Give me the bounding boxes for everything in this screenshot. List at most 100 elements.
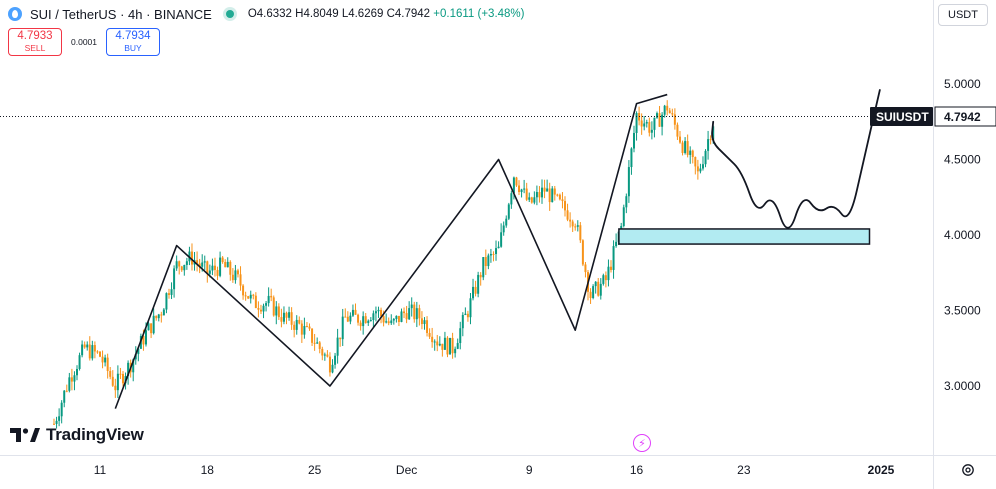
- candle-body: [612, 246, 615, 270]
- candle-body: [336, 337, 339, 356]
- candle-body: [206, 261, 209, 274]
- candle-body: [380, 309, 383, 317]
- candle-body: [630, 148, 633, 168]
- symbol-title[interactable]: SUI / TetherUS · 4h · BINANCE: [30, 6, 212, 22]
- candle-body: [477, 274, 480, 294]
- candle-body: [436, 341, 439, 346]
- candle-body: [357, 314, 360, 323]
- candle-body: [502, 225, 505, 233]
- candle-body: [653, 117, 656, 130]
- candle-body: [426, 320, 429, 334]
- candle-body: [689, 150, 692, 155]
- candle-body: [326, 354, 329, 357]
- candle-body: [252, 294, 255, 296]
- buy-button[interactable]: 4.7934 BUY: [106, 28, 160, 56]
- candle-body: [341, 316, 344, 340]
- candle-body: [538, 192, 541, 198]
- candle-body: [308, 326, 311, 329]
- currency-selector[interactable]: USDT: [938, 4, 988, 26]
- candle-body: [497, 246, 500, 249]
- candle-body: [119, 373, 122, 375]
- candle-body: [359, 322, 362, 327]
- tradingview-logo[interactable]: TradingView: [10, 425, 144, 445]
- candle-body: [459, 328, 462, 344]
- candle-body: [127, 362, 130, 377]
- gear-icon[interactable]: [961, 463, 975, 477]
- candle-body: [382, 316, 385, 323]
- candle-body: [543, 187, 546, 192]
- candle-body: [551, 188, 554, 203]
- candle-body: [415, 308, 418, 320]
- candle-body: [321, 348, 324, 356]
- candle-body: [413, 304, 416, 320]
- time-tick-label: 11: [94, 463, 107, 477]
- price-tick-label: 4.5000: [944, 153, 981, 167]
- candle-body: [686, 141, 689, 155]
- candle-body: [530, 197, 533, 203]
- candle-body: [528, 197, 531, 200]
- price-change: +0.1611 (+3.48%): [433, 8, 525, 20]
- candle-body: [408, 308, 411, 320]
- candle-body: [441, 343, 444, 350]
- lightning-icon[interactable]: ⚡: [633, 434, 651, 452]
- candle-body: [566, 210, 569, 220]
- support-zone: [618, 228, 871, 245]
- candle-body: [556, 194, 559, 196]
- candle-body: [607, 266, 610, 281]
- candle-body: [88, 344, 91, 359]
- candle-body: [180, 266, 183, 271]
- candle-body: [229, 261, 232, 275]
- candle-body: [443, 337, 446, 350]
- candle-body: [387, 321, 390, 324]
- candle-body: [58, 416, 61, 421]
- candle-body: [663, 105, 666, 115]
- candle-body: [362, 316, 365, 327]
- ohlc-values: O4.6332 H4.8049 L4.6269 C4.7942 +0.1611 …: [248, 8, 525, 20]
- projection-path: [711, 89, 881, 229]
- candle-body: [298, 319, 301, 324]
- candle-body: [173, 268, 176, 290]
- buy-label: BUY: [124, 43, 142, 53]
- time-tick-label: 16: [630, 463, 644, 477]
- candle-body: [346, 316, 349, 322]
- chart-header: SUI / TetherUS · 4h · BINANCE O4.6332 H4…: [8, 5, 524, 23]
- candle-body: [512, 177, 515, 194]
- candle-body: [211, 265, 214, 271]
- candle-body: [293, 324, 296, 330]
- candle-body: [615, 241, 618, 247]
- price-tick-label: 3.5000: [944, 304, 981, 318]
- candle-body: [165, 293, 168, 310]
- sui-icon: [8, 7, 22, 21]
- candle-body: [395, 315, 398, 319]
- tradingview-wordmark: TradingView: [46, 425, 144, 444]
- candle-body: [374, 311, 377, 314]
- candle-body: [423, 320, 426, 325]
- time-tick-label: 9: [526, 463, 533, 477]
- candle-body: [597, 281, 600, 296]
- candle-body: [500, 232, 503, 247]
- candle-body: [472, 286, 475, 299]
- candle-body: [244, 295, 247, 297]
- candle-body: [231, 274, 234, 281]
- sell-button[interactable]: 4.7933 SELL: [8, 28, 62, 56]
- candle-body: [592, 286, 595, 298]
- time-tick-label: 18: [201, 463, 215, 477]
- candle-body: [152, 315, 155, 334]
- candle-body: [305, 326, 308, 328]
- candle-body: [162, 309, 165, 316]
- candle-body: [548, 188, 551, 203]
- candle-body: [666, 105, 669, 111]
- price-tick-label: 5.0000: [944, 77, 981, 91]
- candle-body: [303, 326, 306, 335]
- candle-body: [604, 275, 607, 281]
- candle-body: [178, 261, 181, 267]
- last-price-value: 4.7942: [944, 110, 981, 124]
- candle-body: [405, 313, 408, 320]
- candle-body: [96, 351, 99, 353]
- candle-body: [546, 188, 549, 192]
- sell-price: 4.7933: [17, 30, 53, 42]
- candle-body: [249, 294, 252, 299]
- candle-body: [418, 308, 421, 319]
- candle-body: [104, 357, 107, 363]
